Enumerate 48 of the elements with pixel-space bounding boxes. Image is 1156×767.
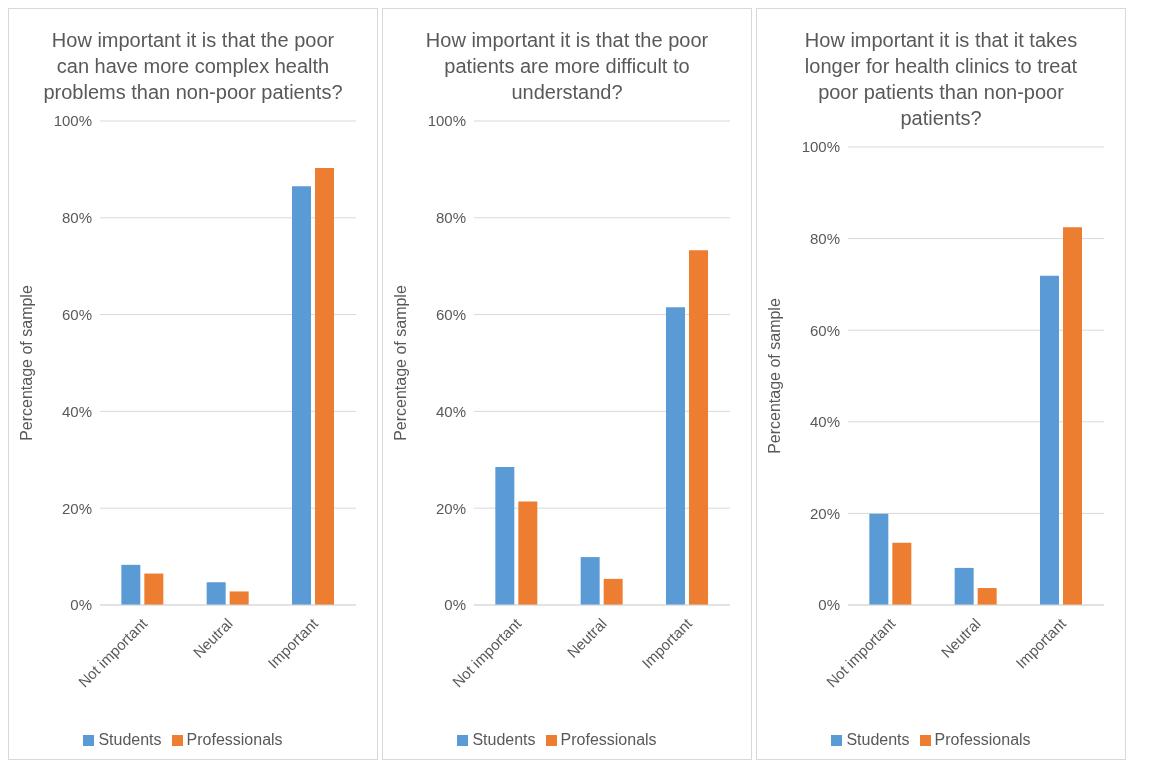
y-tick-label: 20% — [61, 499, 92, 517]
legend-label: Students — [472, 731, 536, 748]
y-tick-label: 80% — [435, 209, 466, 227]
y-tick-label: 20% — [809, 504, 840, 522]
bar — [144, 573, 164, 605]
y-tick-label: 60% — [435, 305, 466, 323]
legend-label: Professionals — [186, 731, 283, 748]
legend-label: Professionals — [560, 731, 657, 748]
bar — [580, 557, 600, 605]
y-axis-title: Percentage of sample — [391, 285, 409, 441]
bar — [1040, 275, 1059, 605]
y-tick-label: 40% — [61, 402, 92, 420]
bar — [954, 567, 974, 605]
bar — [495, 467, 515, 605]
y-tick-label: 20% — [435, 499, 466, 517]
y-axis-title: Percentage of sample — [765, 298, 783, 454]
legend-label: Professionals — [934, 731, 1031, 748]
bar — [689, 250, 708, 605]
y-tick-label: 100% — [427, 112, 466, 130]
y-tick-label: 0% — [444, 596, 466, 614]
bar — [892, 542, 912, 605]
bar — [666, 307, 685, 605]
y-tick-label: 100% — [801, 138, 840, 156]
y-tick-label: 100% — [53, 112, 92, 130]
bar — [603, 578, 623, 605]
y-tick-label: 40% — [809, 413, 840, 431]
chart-title: How important it is that the poor can have more complex health problems than non-poor patients? — [43, 28, 343, 105]
legend-label: Students — [846, 731, 910, 748]
y-tick-label: 80% — [809, 229, 840, 247]
legend-label: Students — [98, 731, 162, 748]
bar — [869, 513, 889, 605]
y-tick-label: 80% — [61, 209, 92, 227]
chart-title: How important it is that the poor patients are more difficult to understand? — [424, 28, 710, 105]
chart-title: How important it is that it takes longer for health clinics to treat poor patients than non-poor patients? — [803, 28, 1079, 131]
bar — [1063, 227, 1082, 605]
y-tick-label: 40% — [435, 402, 466, 420]
y-tick-label: 60% — [61, 305, 92, 323]
bar — [518, 501, 538, 605]
bar — [977, 588, 997, 605]
bar — [229, 591, 249, 605]
bar — [292, 186, 311, 605]
bar — [315, 167, 334, 605]
y-tick-label: 0% — [818, 596, 840, 614]
y-tick-label: 0% — [70, 596, 92, 614]
bar — [206, 582, 226, 605]
bar — [121, 564, 141, 605]
y-axis-title: Percentage of sample — [17, 285, 35, 441]
y-tick-label: 60% — [809, 321, 840, 339]
